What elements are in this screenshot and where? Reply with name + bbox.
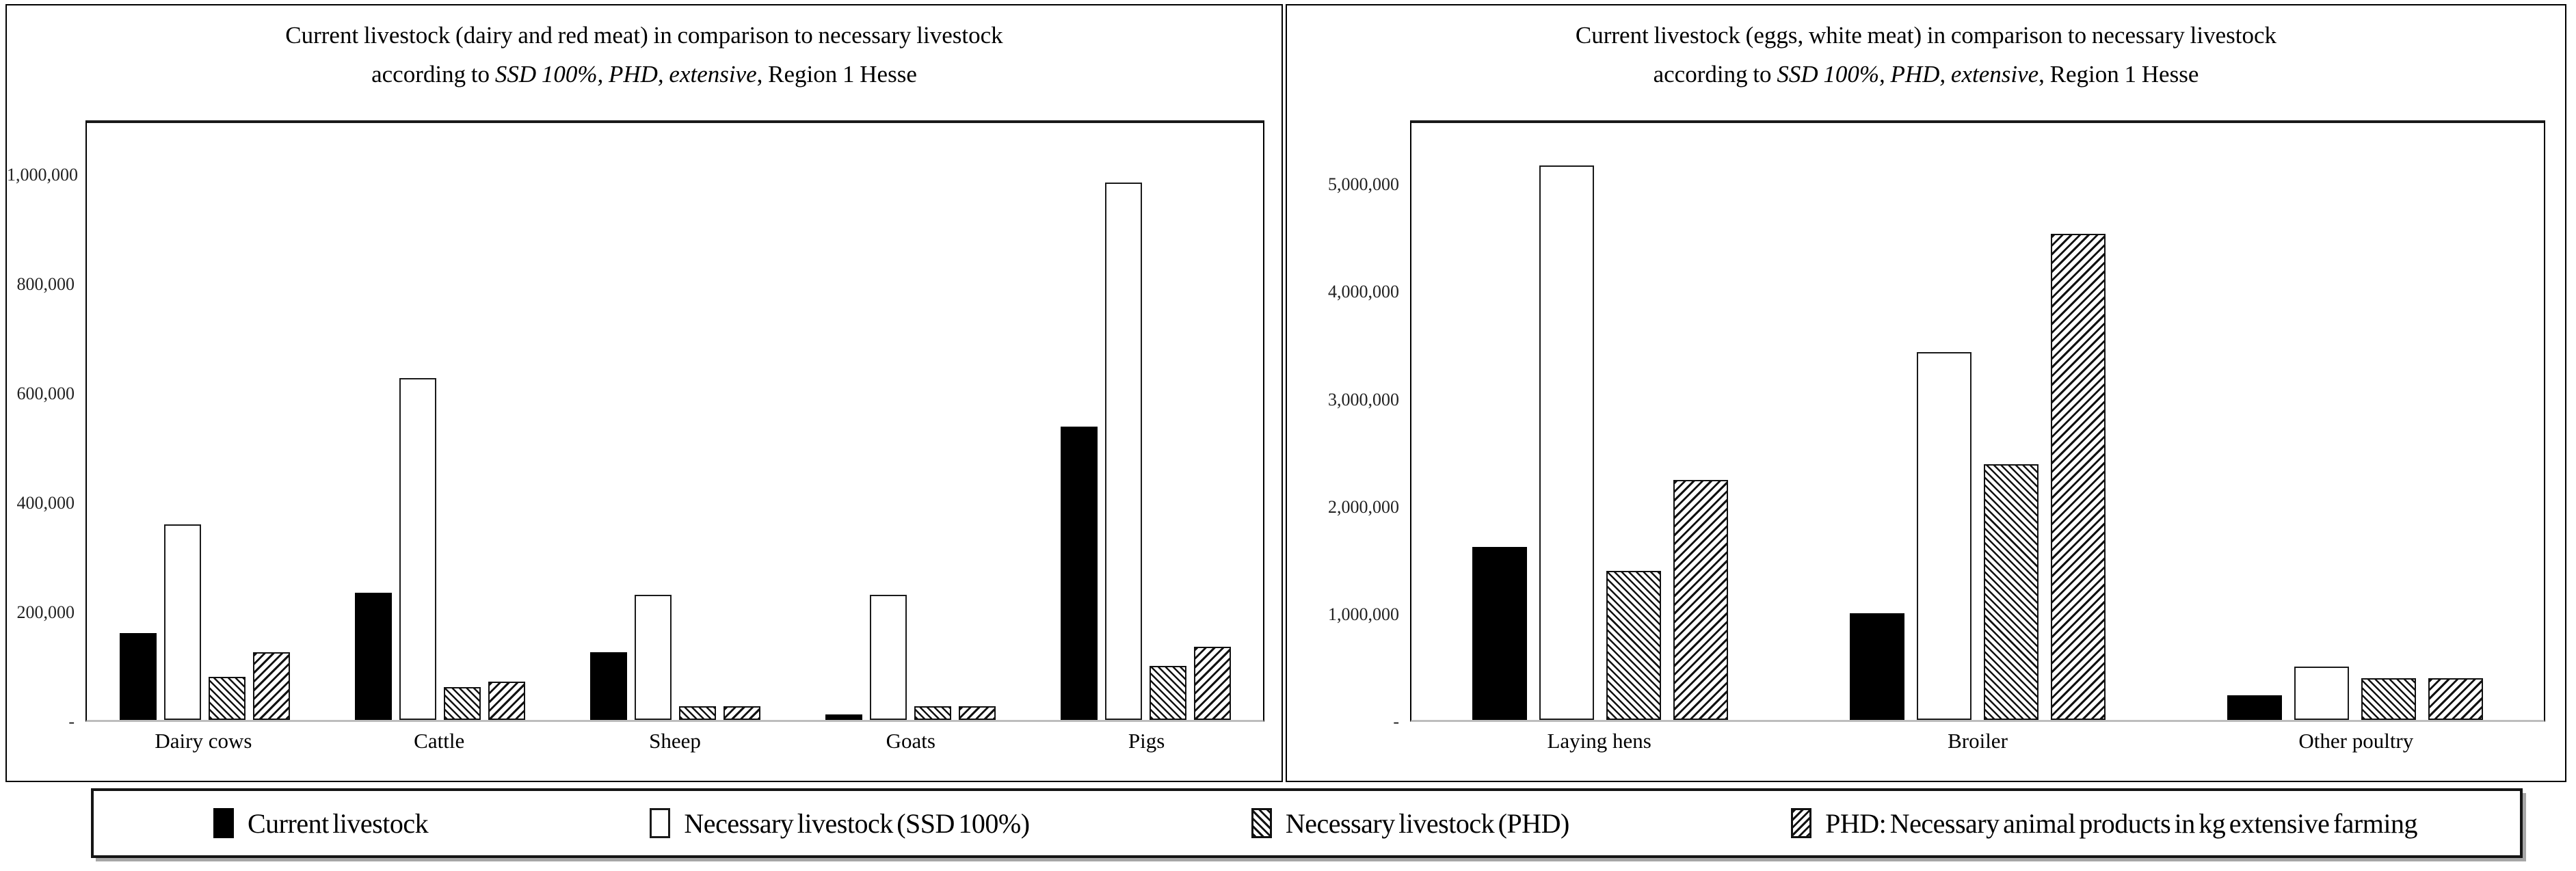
bar bbox=[678, 706, 716, 720]
bar bbox=[958, 706, 996, 720]
bar bbox=[119, 633, 157, 720]
y-axis-tick-label: 3,000,000 bbox=[1328, 389, 1399, 410]
x-axis-category-label: Dairy cows bbox=[155, 729, 252, 753]
bar-group bbox=[1028, 123, 1263, 720]
plot-area bbox=[85, 120, 1264, 722]
bar bbox=[208, 676, 245, 720]
bar bbox=[354, 592, 392, 720]
bar bbox=[2294, 667, 2349, 720]
chart-title-line2: according to SSD 100%, PHD, extensive, R… bbox=[1653, 60, 2199, 88]
y-axis-tick-label: 1,000,000 bbox=[7, 165, 78, 185]
legend-label: PHD: Necessary animal products in kg ext… bbox=[1825, 807, 2417, 839]
bar-group bbox=[1411, 123, 1789, 720]
bar bbox=[723, 706, 760, 720]
y-axis-tick-label: - bbox=[1393, 712, 1399, 732]
x-axis: Laying hens Broiler Other poultry bbox=[1410, 729, 2545, 753]
x-axis-category-label: Broiler bbox=[1948, 729, 2008, 753]
x-axis: Dairy cows Cattle Sheep Goats Pigs bbox=[85, 729, 1264, 753]
bar-group bbox=[2166, 123, 2544, 720]
bar-group bbox=[557, 123, 793, 720]
bar bbox=[443, 687, 481, 720]
legend-label: Necessary livestock (SSD 100%) bbox=[684, 807, 1030, 839]
x-axis-category-label: Goats bbox=[886, 729, 935, 753]
bar bbox=[825, 714, 862, 720]
bar bbox=[1984, 464, 2039, 720]
y-axis: 5,000,000 4,000,000 3,000,000 2,000,000 1,00… bbox=[1287, 120, 1399, 732]
bar bbox=[2428, 678, 2483, 720]
y-axis-tick-label: - bbox=[68, 712, 75, 732]
y-axis-tick-label: 800,000 bbox=[16, 274, 75, 294]
chart-title: Current livestock (eggs, white meat) in … bbox=[1338, 16, 2514, 94]
bar bbox=[1193, 646, 1231, 720]
bar bbox=[914, 706, 951, 720]
bar bbox=[1539, 165, 1594, 720]
chart-title: Current livestock (dairy and red meat) i… bbox=[58, 16, 1231, 94]
chart-title-line1: Current livestock (dairy and red meat) i… bbox=[285, 22, 1003, 49]
plot-area bbox=[1410, 120, 2545, 722]
bar bbox=[1673, 480, 1728, 720]
hatch-slash-swatch-icon bbox=[1791, 808, 1812, 838]
bar bbox=[1917, 352, 1971, 720]
bar bbox=[1060, 427, 1098, 720]
x-axis-category-label: Cattle bbox=[414, 729, 465, 753]
legend-label: Current livestock bbox=[248, 807, 429, 839]
bar bbox=[1104, 183, 1142, 720]
y-axis-tick-label: 4,000,000 bbox=[1328, 282, 1399, 302]
y-axis-tick-label: 2,000,000 bbox=[1328, 496, 1399, 517]
bar bbox=[399, 378, 436, 720]
bar-group bbox=[322, 123, 557, 720]
legend-label: Necessary livestock (PHD) bbox=[1285, 807, 1569, 839]
y-axis-tick-label: 200,000 bbox=[16, 602, 75, 622]
hatch-backslash-swatch-icon bbox=[1251, 808, 1272, 838]
bar bbox=[634, 595, 672, 720]
y-axis-tick-label: 1,000,000 bbox=[1328, 604, 1399, 624]
x-axis-category-label: Other poultry bbox=[2298, 729, 2414, 753]
x-axis-category-label: Sheep bbox=[649, 729, 701, 753]
bar bbox=[2227, 695, 2282, 720]
white-outline-swatch-icon bbox=[650, 808, 671, 838]
bar bbox=[2051, 234, 2106, 720]
bar-group bbox=[1789, 123, 2166, 720]
bar bbox=[1149, 665, 1186, 720]
y-axis: 1,000,000 800,000 600,000 400,000 200,000 - bbox=[7, 120, 78, 732]
x-axis-category-label: Pigs bbox=[1128, 729, 1165, 753]
y-axis-tick-label: 400,000 bbox=[16, 493, 75, 513]
legend-item: PHD: Necessary animal products in kg ext… bbox=[1791, 807, 2417, 840]
legend-item: Necessary livestock (SSD 100%) bbox=[650, 807, 1030, 840]
y-axis-tick-label: 5,000,000 bbox=[1328, 174, 1399, 195]
chart-panel-eggs-white-meat: Current livestock (eggs, white meat) in … bbox=[1286, 4, 2566, 782]
legend-item: Current livestock bbox=[213, 807, 429, 840]
bar bbox=[252, 652, 290, 720]
bar-group bbox=[793, 123, 1028, 720]
chart-title-line1: Current livestock (eggs, white meat) in … bbox=[1575, 22, 2277, 49]
bar bbox=[869, 595, 907, 720]
bar bbox=[2361, 678, 2416, 720]
bar bbox=[163, 524, 201, 720]
bar-group bbox=[87, 123, 322, 720]
bar bbox=[488, 682, 525, 720]
bar bbox=[589, 652, 627, 720]
y-axis-tick-label: 600,000 bbox=[16, 384, 75, 403]
chart-panel-dairy-red-meat: Current livestock (dairy and red meat) i… bbox=[5, 4, 1283, 782]
solid-black-swatch-icon bbox=[213, 808, 234, 838]
bar bbox=[1606, 570, 1661, 720]
legend-item: Necessary livestock (PHD) bbox=[1251, 807, 1569, 840]
bar bbox=[1472, 547, 1527, 720]
x-axis-category-label: Laying hens bbox=[1547, 729, 1651, 753]
bar bbox=[1850, 613, 1904, 720]
chart-title-line2: according to SSD 100%, PHD, extensive, R… bbox=[371, 60, 917, 88]
legend: Current livestock Necessary livestock (SS… bbox=[91, 788, 2523, 858]
